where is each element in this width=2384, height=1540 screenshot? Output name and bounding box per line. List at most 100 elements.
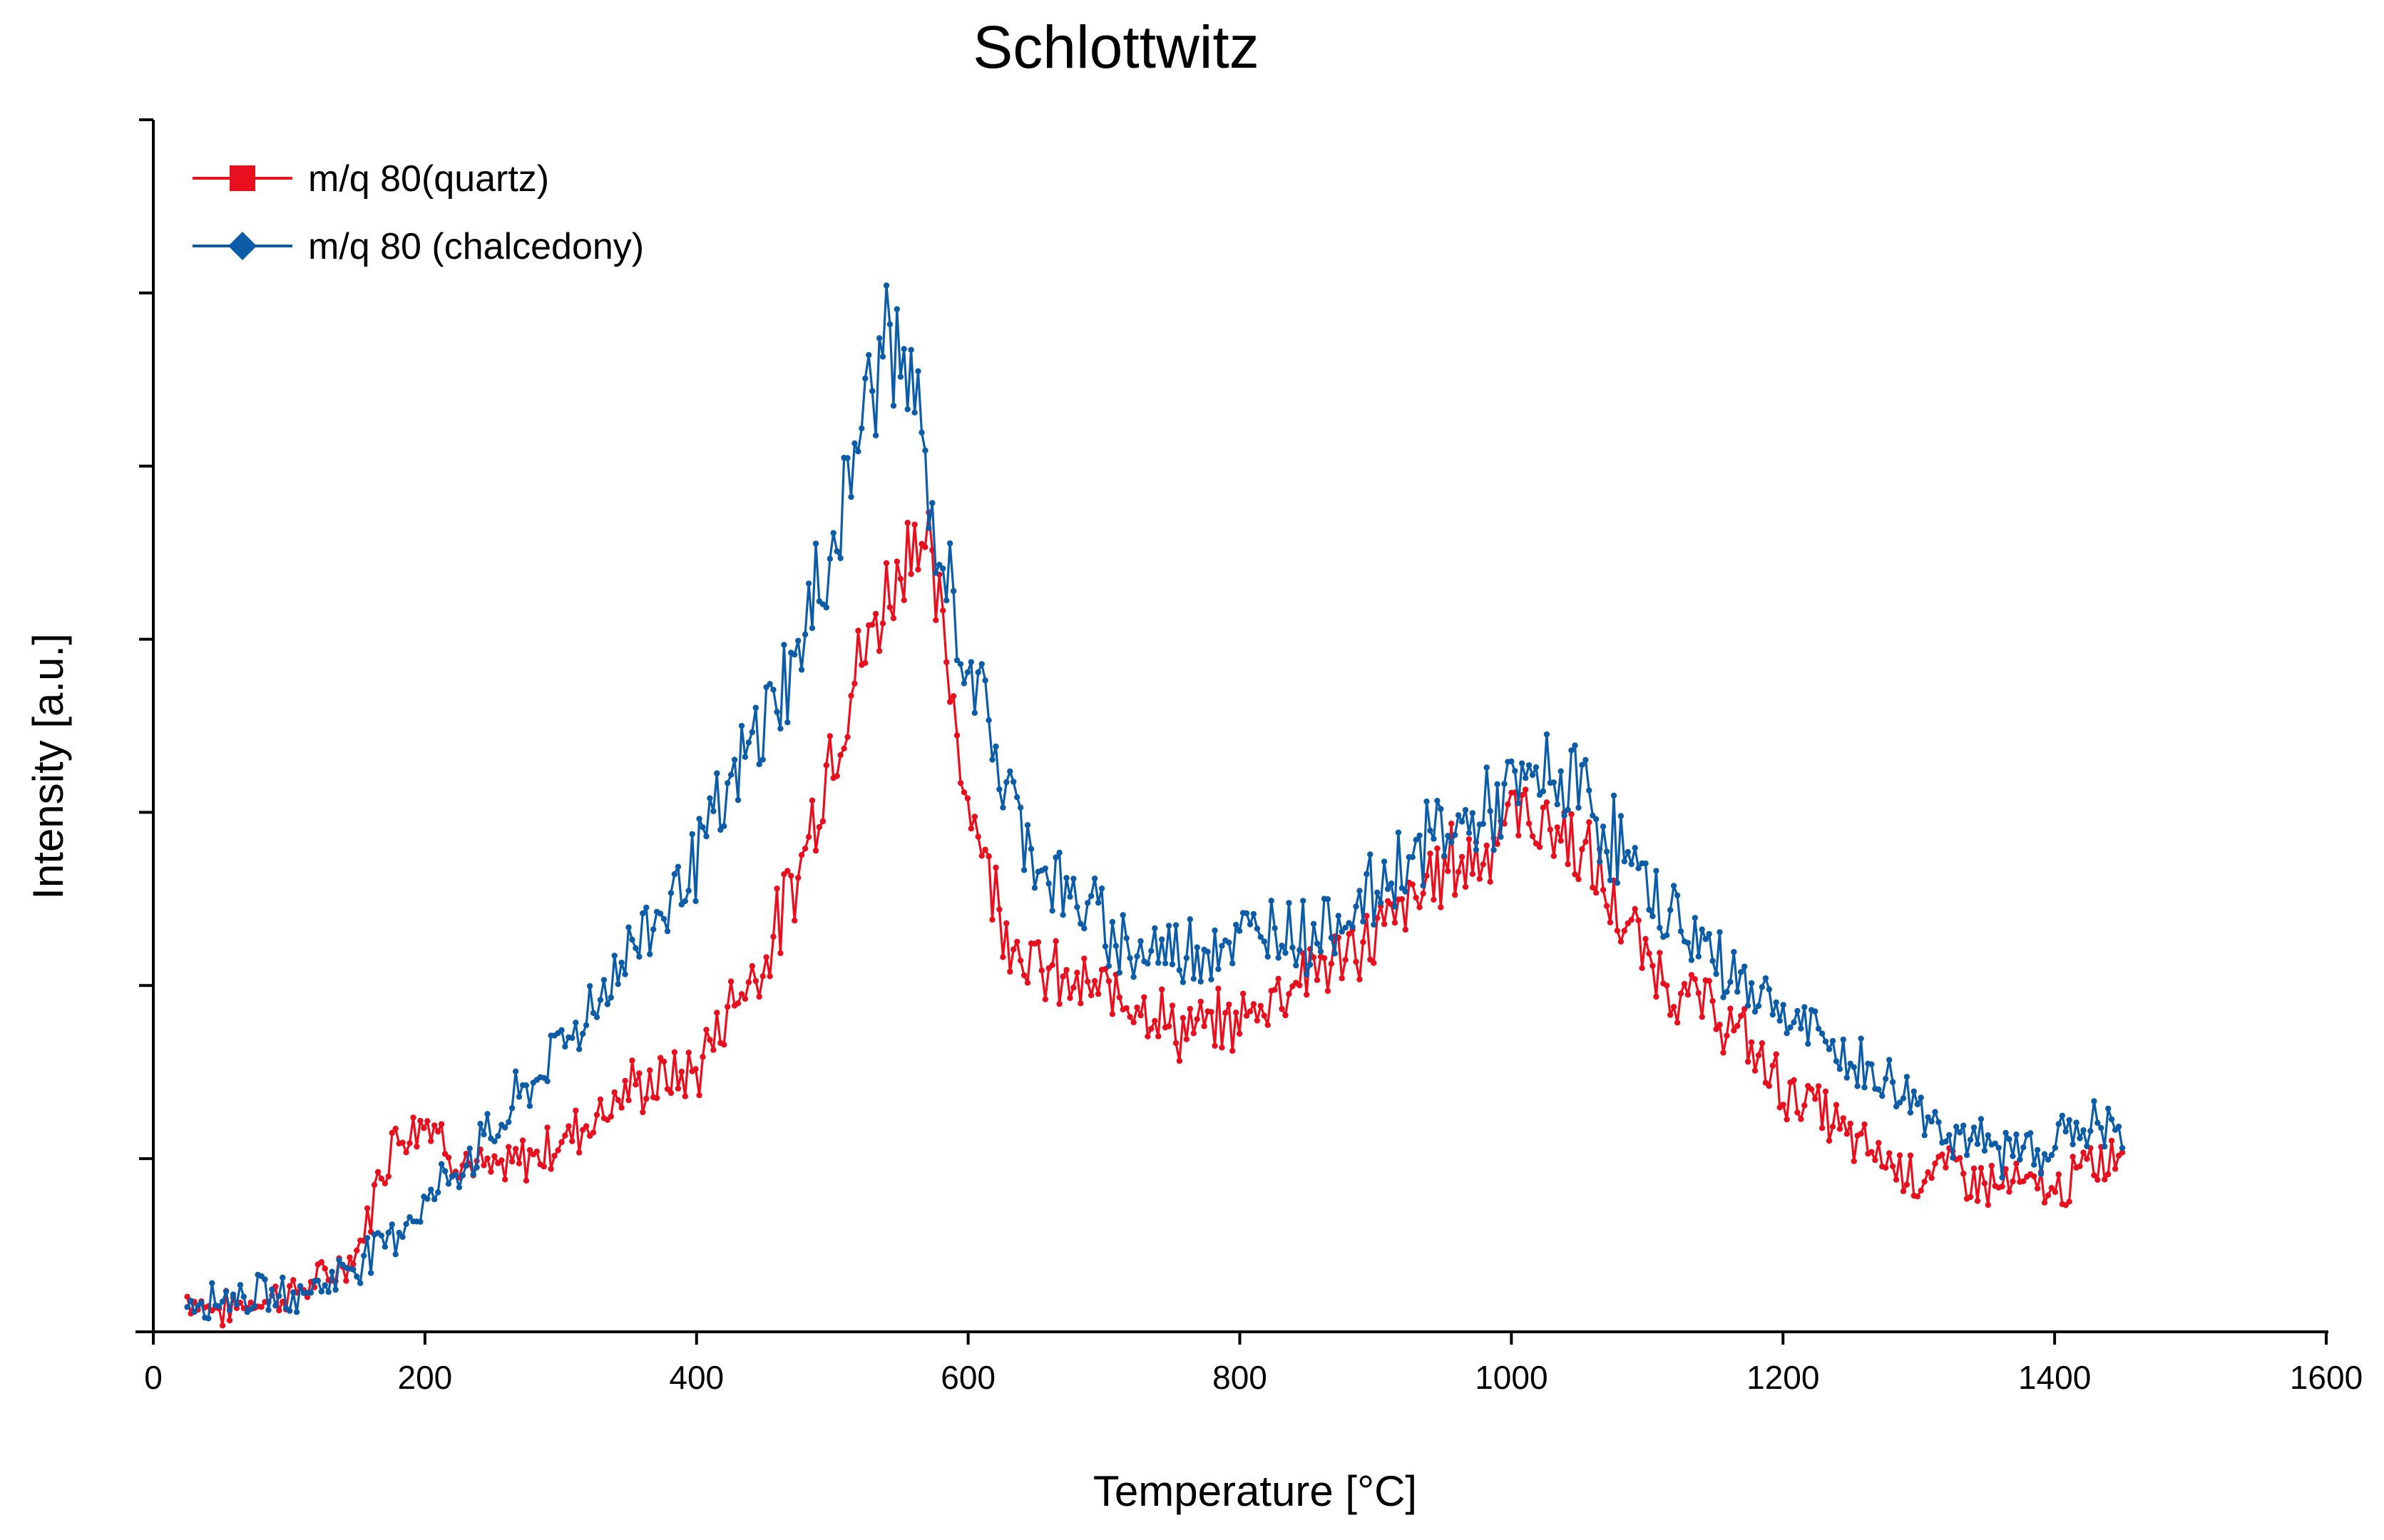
data-point	[1261, 1012, 1268, 1019]
data-point	[1769, 1011, 1776, 1018]
data-point	[1078, 920, 1084, 927]
data-point	[1801, 1004, 1808, 1010]
data-point	[1921, 1132, 1928, 1139]
data-point	[1194, 944, 1200, 950]
data-point	[1391, 903, 1398, 910]
data-point	[2006, 1136, 2012, 1143]
data-point	[378, 1176, 385, 1182]
data-point	[1279, 1005, 1285, 1012]
data-point	[1667, 1012, 1674, 1018]
data-point	[1180, 1015, 1187, 1021]
data-point	[1360, 918, 1366, 925]
data-point	[1127, 955, 1133, 961]
data-point	[1600, 886, 1607, 893]
data-point	[1550, 853, 1557, 859]
data-point	[1081, 925, 1088, 932]
data-point	[664, 928, 671, 935]
data-point	[809, 797, 816, 804]
data-point	[1328, 960, 1335, 967]
data-point	[1519, 792, 1525, 799]
data-point	[1480, 821, 1486, 827]
data-point	[756, 993, 762, 1000]
data-point	[1579, 761, 1585, 769]
data-point	[1780, 1102, 1786, 1108]
data-point	[1762, 975, 1769, 982]
data-point	[1427, 827, 1433, 834]
data-point	[2080, 1127, 2087, 1134]
data-point	[745, 979, 752, 985]
x-tick-label: 400	[669, 1359, 724, 1396]
data-point	[1999, 1184, 2005, 1190]
data-point	[1042, 865, 1049, 872]
data-point	[968, 659, 975, 665]
data-point	[526, 1103, 533, 1109]
data-point	[1709, 958, 1716, 965]
data-point	[1586, 819, 1592, 826]
data-point	[1229, 1047, 1236, 1054]
data-point	[1028, 846, 1035, 852]
data-point	[318, 1259, 324, 1266]
data-point	[474, 1164, 480, 1171]
data-point	[2010, 1178, 2016, 1185]
data-point	[287, 1283, 293, 1290]
data-point	[1918, 1187, 1924, 1194]
data-point	[1458, 853, 1465, 861]
data-point	[293, 1309, 300, 1315]
data-point	[1342, 924, 1349, 931]
data-point	[318, 1288, 324, 1295]
data-point	[1219, 1044, 1225, 1051]
data-point	[1413, 836, 1419, 843]
data-point	[1967, 1136, 1974, 1143]
data-point	[1664, 932, 1670, 938]
data-point	[869, 388, 876, 394]
data-point	[1339, 928, 1345, 935]
data-point	[403, 1149, 409, 1156]
data-point	[851, 440, 858, 446]
data-point	[1494, 781, 1500, 788]
data-point	[287, 1308, 293, 1314]
data-point	[986, 853, 992, 860]
data-point	[767, 973, 773, 980]
data-point	[580, 1030, 586, 1037]
data-point	[625, 1097, 632, 1104]
data-point	[703, 1027, 710, 1033]
data-point	[738, 722, 745, 729]
data-point	[484, 1155, 491, 1162]
data-point	[2002, 1129, 2009, 1136]
data-point	[1000, 954, 1006, 960]
data-point	[1462, 806, 1469, 813]
data-point	[1197, 978, 1204, 985]
data-point	[1423, 799, 1430, 805]
data-point	[593, 1014, 600, 1020]
data-point	[371, 1181, 378, 1189]
data-point	[1632, 905, 1638, 913]
data-point	[1183, 1036, 1190, 1042]
data-point	[198, 1299, 205, 1306]
data-point	[1568, 811, 1575, 818]
data-point	[1215, 985, 1222, 992]
data-point	[445, 1181, 452, 1187]
data-point	[1692, 915, 1698, 921]
data-point	[700, 824, 706, 831]
data-point	[421, 1125, 427, 1131]
data-point	[982, 677, 988, 684]
data-point	[1088, 992, 1095, 999]
data-point	[1818, 1125, 1826, 1131]
data-point	[1215, 966, 1222, 972]
data-point	[1780, 1002, 1786, 1008]
data-point	[1448, 821, 1455, 827]
data-point	[922, 447, 928, 453]
data-point	[2027, 1130, 2034, 1136]
data-point	[2102, 1176, 2108, 1183]
data-point	[993, 864, 999, 871]
data-point	[1822, 1088, 1829, 1095]
data-point	[784, 868, 791, 874]
data-point	[1515, 832, 1522, 839]
data-point	[1346, 920, 1352, 926]
data-point	[1201, 1023, 1207, 1030]
data-point	[304, 1294, 311, 1300]
data-point	[1946, 1131, 1953, 1139]
data-point	[1653, 993, 1659, 1000]
data-point	[1836, 1066, 1843, 1072]
data-point	[1501, 781, 1508, 787]
